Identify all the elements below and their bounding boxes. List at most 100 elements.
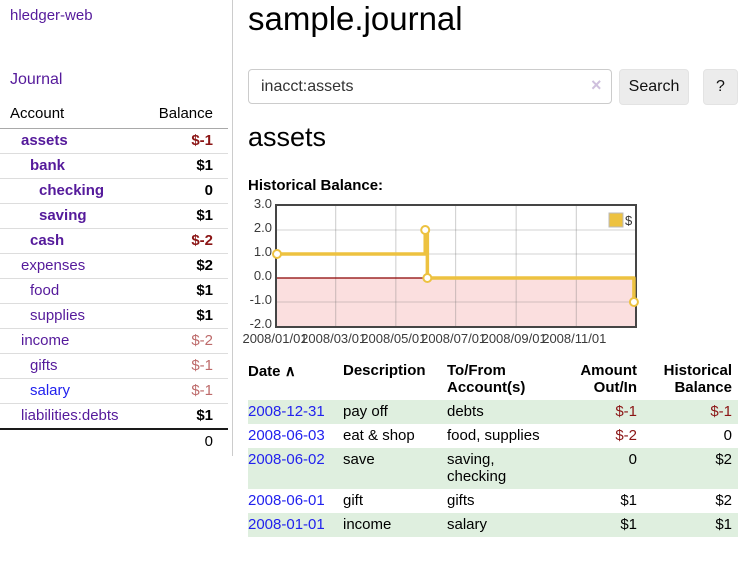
transaction-date-link[interactable]: 2008-06-03 (248, 427, 325, 444)
account-link-expenses[interactable]: expenses (21, 257, 86, 274)
account-link-checking[interactable]: checking (39, 182, 105, 199)
account-heading: assets (248, 122, 327, 152)
transaction-date-cell: 2008-12-31 (248, 400, 343, 424)
register-header-row: Date ∧ Description To/From Account(s) Am… (248, 358, 738, 400)
account-row: liabilities:debts $1 (0, 404, 228, 430)
account-balance: $-1 (143, 378, 228, 404)
transaction-accounts-cell: debts (447, 403, 484, 420)
chart-y-tick-label: -2.0 (249, 316, 272, 331)
chart-title: Historical Balance: (248, 177, 384, 194)
search-input[interactable] (248, 69, 612, 104)
accounts-total-row: 0 (0, 428, 228, 454)
chart-y-tick-label: -1.0 (249, 292, 272, 307)
transaction-date-cell: 2008-06-01 (248, 489, 343, 513)
chart-y-tick-label: 2.0 (253, 220, 272, 235)
transaction-row: 2008-06-01 gift gifts $1 $2 (248, 489, 738, 513)
transaction-amount-cell: $-1 (615, 403, 637, 420)
accounts-total-spacer (0, 428, 144, 454)
transaction-description-cell: eat & shop (343, 427, 415, 444)
transaction-balance-cell: $2 (715, 451, 732, 468)
account-name-cell: supplies (0, 303, 144, 329)
sidebar: hledger-web Journal Account Balance asse… (0, 0, 233, 456)
transaction-date-cell: 2008-06-03 (248, 424, 343, 448)
historical-balance-chart: 3.0 2.0 1.0 0.0 -1.0 -2.0 $ 2008/01/01 2008/03… (242, 196, 648, 355)
account-link-liabilities-debts[interactable]: liabilities:debts (21, 407, 119, 424)
sidebar-item-journal[interactable]: Journal (10, 71, 63, 88)
chart-data-point-marker (628, 297, 639, 307)
account-row: income $-2 (0, 328, 228, 354)
account-link-gifts[interactable]: gifts (30, 357, 58, 374)
account-name-cell: salary (0, 378, 144, 404)
account-link-food[interactable]: food (30, 282, 60, 299)
chart-x-tick-label: 2008/07/01 (421, 331, 487, 346)
chart-y-tick-label: 0.0 (253, 268, 272, 283)
chart-x-tick-label: 2008/03/01 (301, 331, 367, 346)
chart-y-tick-label: 1.0 (253, 244, 272, 259)
transaction-row: 2008-01-01 income salary $1 $1 (248, 513, 738, 537)
chart-x-tick-label: 2008/05/01 (361, 331, 427, 346)
search-help-button[interactable]: ? (703, 69, 738, 105)
account-balance: 0 (143, 178, 228, 204)
balance-column-header: Balance (143, 101, 228, 129)
chart-y-tick-label: 3.0 (253, 196, 272, 211)
account-link-bank[interactable]: bank (30, 157, 66, 174)
accounts-total-balance: 0 (143, 428, 228, 454)
transaction-date-link[interactable]: 2008-06-02 (248, 451, 325, 468)
account-link-supplies[interactable]: supplies (30, 307, 86, 324)
account-balance: $-2 (143, 228, 228, 254)
clear-search-icon[interactable]: × (591, 75, 602, 95)
account-row: checking 0 (0, 178, 228, 204)
account-column-header: Account (0, 101, 144, 129)
account-balance: $1 (143, 303, 228, 329)
search-button[interactable]: Search (619, 69, 689, 105)
accounts-table-header-row: Account Balance (0, 101, 228, 129)
transaction-date-cell: 2008-01-01 (248, 513, 343, 537)
transaction-amount-cell: $1 (620, 516, 637, 533)
account-link-salary[interactable]: salary (30, 382, 71, 399)
accounts-balance-table: Account Balance assets $-1 bank $1 checking 0… (0, 101, 228, 454)
account-link-cash[interactable]: cash (30, 232, 65, 249)
account-row: expenses $2 (0, 253, 228, 279)
account-balance: $1 (143, 278, 228, 304)
chart-legend-label: $ (625, 213, 633, 228)
transaction-balance-cell: $-1 (710, 403, 732, 420)
account-link-saving[interactable]: saving (39, 207, 87, 224)
chart-x-tick-label: 2008/11/01 (542, 331, 607, 346)
transaction-amount-cell: $1 (620, 492, 637, 509)
transaction-accounts-cell: food, supplies (447, 427, 540, 444)
account-row: salary $-1 (0, 378, 228, 404)
register-col-amount: Amount Out/In (580, 362, 637, 396)
account-row: assets $-1 (0, 128, 228, 154)
chart-data-point-marker (422, 273, 433, 283)
transaction-row: 2008-06-02 save saving, checking 0 $2 (248, 448, 738, 489)
page-title: sample.journal (248, 0, 463, 37)
transaction-accounts-cell: saving, checking (447, 451, 507, 485)
app-brand-link[interactable]: hledger-web (10, 7, 93, 24)
account-balance: $1 (143, 203, 228, 229)
transaction-date-link[interactable]: 2008-06-01 (248, 492, 325, 509)
transaction-row: 2008-06-03 eat & shop food, supplies $-2 0 (248, 424, 738, 448)
transaction-date-link[interactable]: 2008-01-01 (248, 516, 325, 533)
chart-legend-swatch (608, 212, 624, 228)
transaction-description-cell: gift (343, 492, 364, 509)
account-row: gifts $-1 (0, 353, 228, 379)
register-col-date[interactable]: Date ∧ (248, 358, 343, 400)
account-name-cell: checking (0, 178, 144, 204)
account-name-cell: assets (0, 128, 144, 154)
chart-x-tick-label: 2008/01/01 (242, 331, 308, 346)
chart-data-point-marker (272, 249, 282, 259)
transaction-description-cell: income (343, 516, 392, 533)
account-row: food $1 (0, 278, 228, 304)
account-link-assets[interactable]: assets (21, 132, 68, 149)
transaction-date-link[interactable]: 2008-12-31 (248, 403, 325, 420)
account-link-income[interactable]: income (21, 332, 70, 349)
transactions-register-table: Date ∧ Description To/From Account(s) Am… (248, 358, 738, 537)
account-name-cell: saving (0, 203, 144, 229)
register-col-balance: Historical Balance (663, 362, 732, 396)
account-name-cell: gifts (0, 353, 144, 379)
sort-ascending-icon: ∧ (284, 363, 296, 380)
transaction-amount-cell: 0 (628, 451, 637, 468)
register-col-date-label: Date (248, 363, 281, 380)
transaction-description-cell: pay off (343, 403, 388, 420)
